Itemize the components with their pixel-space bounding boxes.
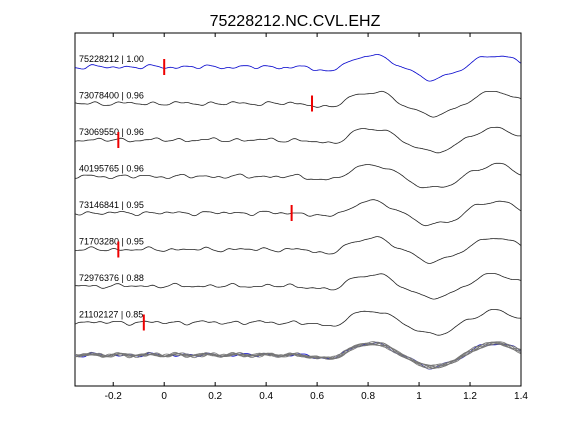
stacked-trace	[74, 341, 521, 370]
x-tick-label: 0.4	[259, 391, 273, 402]
x-tick-label: -0.2	[105, 391, 123, 402]
trace-line	[74, 199, 521, 227]
x-tick-label: 0	[161, 391, 167, 402]
x-axis: -0.2 0 0.2 0.4 0.6 0.8 1 1.2 1.4	[105, 33, 528, 402]
plot-frame	[74, 32, 522, 387]
trace-label: 72976376 | 0.88	[79, 273, 144, 283]
trace-label: 40195765 | 0.96	[79, 164, 144, 174]
x-tick-label: 1	[416, 391, 422, 402]
chart-title: 75228212.NC.CVL.EHZ	[210, 13, 381, 30]
x-tick-label: 0.8	[361, 391, 375, 402]
trace-label: 73069550 | 0.96	[79, 127, 144, 137]
x-tick-label: 1.2	[463, 391, 477, 402]
x-tick-label: 1.4	[514, 391, 528, 402]
trace-label: 75228212 | 1.00	[79, 54, 144, 64]
stacked-trace	[74, 341, 521, 369]
trace-line	[74, 54, 521, 82]
trace-line	[74, 126, 521, 154]
x-tick-label: 0.2	[208, 391, 222, 402]
trace-label: 21102127 | 0.85	[79, 310, 143, 320]
traces-layer: 75228212 | 1.00 73078400 | 0.96 73069550 |…	[74, 54, 521, 370]
trace-line	[74, 309, 521, 336]
trace-line	[74, 236, 521, 264]
trace-line	[74, 273, 521, 300]
trace-line	[74, 90, 521, 118]
trace-label: 71703280 | 0.95	[79, 237, 144, 247]
stacked-trace	[74, 342, 521, 369]
trace-label: 73146841 | 0.95	[79, 200, 144, 210]
trace-line	[75, 162, 521, 189]
trace-label: 73078400 | 0.96	[79, 91, 144, 101]
x-tick-label: 0.6	[310, 391, 324, 402]
